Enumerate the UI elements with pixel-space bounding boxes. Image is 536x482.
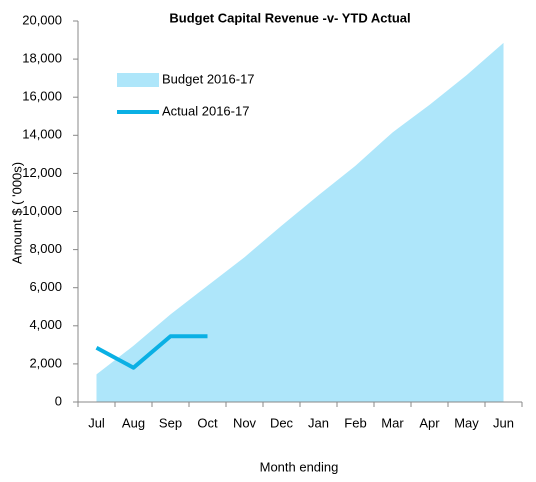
area xyxy=(96,42,504,402)
x-axis-label: Month ending xyxy=(260,459,339,474)
x-tick-label: Apr xyxy=(419,415,440,430)
x-tick-label: Aug xyxy=(122,415,145,430)
legend-label: Actual 2016-17 xyxy=(162,103,249,118)
y-tick-label: 4,000 xyxy=(29,317,62,332)
legend-swatch xyxy=(117,73,159,87)
x-tick-label: Sep xyxy=(159,415,182,430)
x-tick-label: Mar xyxy=(381,415,404,430)
x-tick-label: Jul xyxy=(88,415,105,430)
y-tick-label: 0 xyxy=(55,393,62,408)
x-tick-label: May xyxy=(454,415,479,430)
line xyxy=(95,334,208,370)
x-tick-label: Jan xyxy=(308,415,329,430)
x-tick-label: Nov xyxy=(233,415,257,430)
x-tick-label: Dec xyxy=(270,415,294,430)
y-tick-label: 12,000 xyxy=(22,165,62,180)
y-tick-label: 20,000 xyxy=(22,12,62,27)
legend-label: Budget 2016-17 xyxy=(162,71,255,86)
y-tick-label: 2,000 xyxy=(29,355,62,370)
y-tick-label: 6,000 xyxy=(29,279,62,294)
y-axis-label: Amount $ ( '000s) xyxy=(9,162,24,264)
y-tick-label: 16,000 xyxy=(22,89,62,104)
y-tick-label: 14,000 xyxy=(22,127,62,142)
x-tick-label: Jun xyxy=(493,415,514,430)
x-tick-label: Feb xyxy=(344,415,366,430)
x-tick-label: Oct xyxy=(197,415,218,430)
y-tick-label: 18,000 xyxy=(22,51,62,66)
chart-title: Budget Capital Revenue -v- YTD Actual xyxy=(169,10,410,25)
y-tick-label: 8,000 xyxy=(29,241,62,256)
y-tick-label: 10,000 xyxy=(22,203,62,218)
